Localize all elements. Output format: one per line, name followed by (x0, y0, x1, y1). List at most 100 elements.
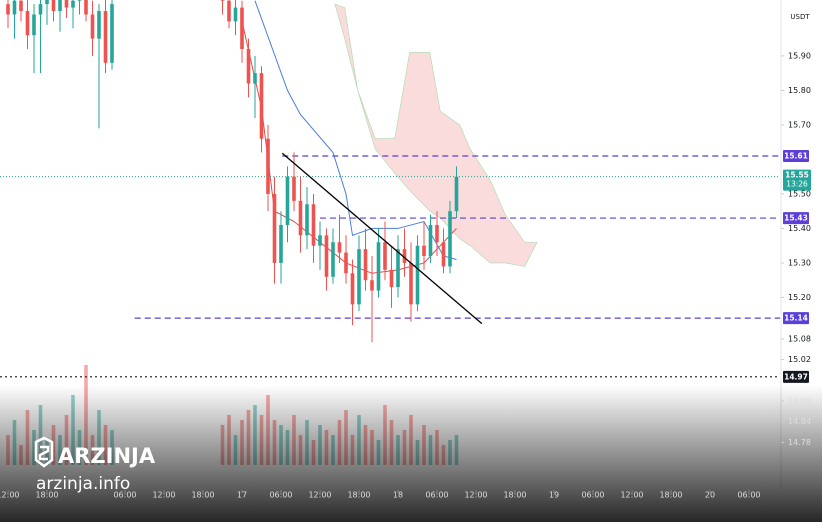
x-tick-label: 06:00 (737, 491, 760, 500)
trendline (281, 152, 483, 325)
candle-body (305, 204, 309, 236)
candle-body (415, 245, 420, 305)
price-tag-label: 15.43 (784, 214, 808, 223)
price-tag-label: 14.97 (784, 372, 808, 381)
candle-body (90, 14, 95, 39)
candle-body (51, 0, 56, 12)
price-tag (783, 370, 809, 383)
candle-body (435, 224, 439, 243)
x-tick-label: 19 (549, 491, 559, 500)
cloud (334, 3, 538, 267)
candle-body (6, 4, 10, 15)
y-tick-label: 14.84 (788, 417, 811, 426)
x-tick-label: 06:00 (425, 491, 448, 500)
candle-body (32, 14, 36, 36)
candle-body (279, 224, 283, 263)
y-tick-label: 15.08 (788, 334, 811, 343)
currency-label: USDT (790, 13, 810, 21)
candle-body (331, 242, 335, 277)
candle-body (389, 269, 394, 288)
x-tick-label: 12:00 (0, 491, 20, 500)
candle-body (240, 7, 244, 50)
y-tick-label: 14.90 (788, 396, 811, 405)
candle-body (103, 11, 108, 63)
x-tick-label: 06:00 (113, 491, 136, 500)
x-tick-label: 12:00 (152, 491, 175, 500)
candle-body (19, 0, 23, 12)
candle-body (350, 273, 355, 305)
candle-body (38, 4, 43, 15)
candle-body (298, 200, 303, 236)
candle-body (324, 235, 329, 277)
countdown-label: 13:26 (786, 180, 808, 189)
x-tick-label: 12:00 (308, 491, 331, 500)
candle-body (370, 280, 374, 291)
y-tick-label: 15.50 (788, 189, 811, 198)
candle-body (357, 249, 361, 305)
y-tick-label: 15.90 (788, 51, 811, 60)
candle-body (77, 0, 82, 1)
last-price-tag (783, 169, 811, 191)
watermark: ARZINJA arzinja.info (34, 436, 156, 494)
candle-body (259, 73, 264, 139)
x-tick-label: 18:00 (659, 491, 682, 500)
y-tick-label: 15.80 (788, 86, 811, 95)
brand: ARZINJA (58, 444, 156, 468)
x-tick-label: 18:00 (35, 491, 58, 500)
candle-body (12, 0, 17, 15)
candle-body (227, 0, 231, 22)
candle-body (84, 0, 88, 15)
candle-body (71, 0, 75, 8)
candle-body (233, 7, 238, 22)
x-tick-label: 17 (237, 491, 247, 500)
y-tick-label: 15.30 (788, 258, 811, 267)
candle-body (25, 11, 30, 36)
y-tick-label: 15.20 (788, 293, 811, 302)
candle-body (422, 245, 426, 257)
price-tag-label: 15.14 (784, 314, 808, 323)
x-tick-label: 06:00 (269, 491, 292, 500)
y-tick-label: 15.40 (788, 224, 811, 233)
candle-body (396, 249, 400, 288)
x-tick-label: 18:00 (503, 491, 526, 500)
candle-body (292, 176, 296, 201)
bottom-shade (0, 385, 822, 522)
candle-body (376, 242, 381, 291)
candle-body (454, 176, 459, 212)
y-tick-label: 14.78 (788, 438, 811, 447)
candle-body (441, 242, 446, 267)
candle-body (383, 242, 387, 270)
site: arzinja.info (36, 474, 130, 494)
candle-body (448, 211, 452, 267)
candle-body (272, 193, 277, 263)
candle-body (285, 176, 290, 225)
price-tag (783, 312, 809, 325)
x-tick-label: 12:00 (620, 491, 643, 500)
x-tick-label: 06:00 (581, 491, 604, 500)
price-tag (783, 149, 809, 162)
candle-body (246, 49, 251, 84)
candle-body (318, 235, 322, 246)
candle-body (409, 262, 413, 305)
price-tag (783, 212, 809, 225)
candle-body (64, 0, 69, 8)
candle-body (58, 0, 62, 12)
candle-body (253, 73, 257, 84)
x-tick-label: 18:00 (191, 491, 214, 500)
axes: 15.90 15.80 15.70 15.50 15.40 15.30 15.20 15.08… (0, 51, 811, 500)
y-tick-label: 15.02 (788, 355, 811, 364)
x-tick-label: 18 (393, 491, 403, 500)
x-tick-label: 12:00 (464, 491, 487, 500)
candle-body (428, 224, 433, 257)
candle-body (311, 204, 316, 246)
logo (34, 436, 54, 468)
candle-body (402, 249, 407, 263)
x-tick-label: 20 (705, 491, 715, 500)
last-price-label: 15.55 (785, 171, 809, 180)
candle-body (363, 249, 368, 281)
candle-body (337, 242, 342, 253)
candle-body (266, 138, 270, 194)
candle-body (110, 4, 114, 63)
price-tag-label: 15.61 (784, 151, 808, 160)
